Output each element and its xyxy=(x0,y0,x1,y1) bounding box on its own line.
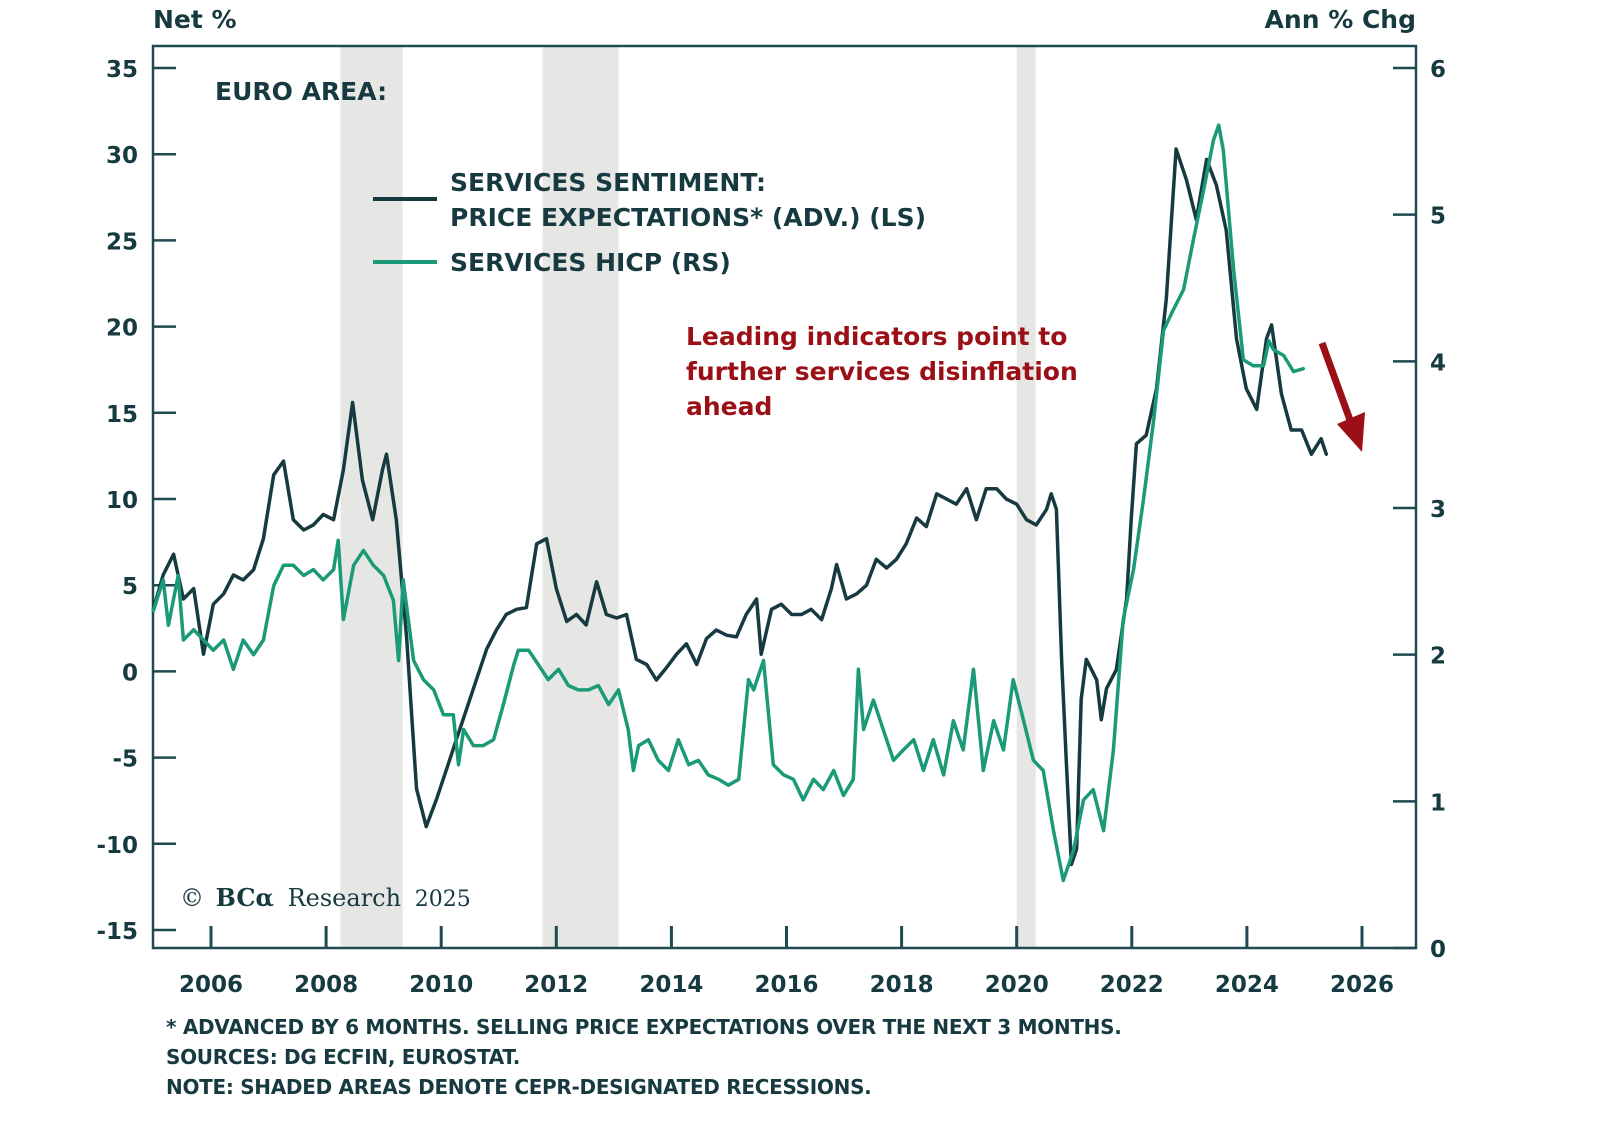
region-label: EURO AREA: xyxy=(215,77,387,106)
annotation-line-2: further services disinflation xyxy=(686,357,1078,386)
annotation: Leading indicators point to further serv… xyxy=(686,322,1365,452)
left-tick-label: 25 xyxy=(106,229,138,255)
right-axis-title: Ann % Chg xyxy=(1265,5,1416,34)
legend-label-hicp: SERVICES HICP (RS) xyxy=(450,248,731,277)
annotation-line-1: Leading indicators point to xyxy=(686,322,1067,351)
x-tick-label: 2024 xyxy=(1215,972,1279,998)
x-tick-label: 2020 xyxy=(985,972,1049,998)
left-tick-label: -10 xyxy=(96,833,138,859)
x-tick-label: 2018 xyxy=(870,972,934,998)
series-layer xyxy=(151,123,1329,883)
left-tick-label: 0 xyxy=(122,660,138,686)
copyright-text: Research xyxy=(288,884,401,912)
left-axis: 35 30 25 20 15 10 5 0 -5 -10 -15 xyxy=(96,57,176,945)
left-tick-label: 15 xyxy=(106,402,138,428)
x-tick-label: 2014 xyxy=(639,972,703,998)
x-tick-label: 2008 xyxy=(294,972,358,998)
right-tick-label: 4 xyxy=(1430,350,1446,376)
down-arrow-icon xyxy=(1318,341,1365,452)
x-tick-label: 2010 xyxy=(409,972,473,998)
footnotes: * ADVANCED BY 6 MONTHS. SELLING PRICE EX… xyxy=(166,1012,1122,1102)
right-tick-label: 1 xyxy=(1430,790,1446,816)
left-tick-label: 35 xyxy=(106,57,138,83)
copyright-year: 2025 xyxy=(415,887,471,912)
left-tick-label: 20 xyxy=(106,316,138,342)
recession-band xyxy=(1016,46,1036,948)
footnote-advanced: * ADVANCED BY 6 MONTHS. SELLING PRICE EX… xyxy=(166,1015,1122,1039)
x-tick-label: 2012 xyxy=(524,972,588,998)
x-tick-label: 2016 xyxy=(754,972,818,998)
left-tick-label: 5 xyxy=(122,574,138,600)
annotation-line-3: ahead xyxy=(686,392,772,421)
copyright: © BCα Research 2025 xyxy=(180,883,471,912)
left-axis-title: Net % xyxy=(153,5,237,34)
right-tick-label: 0 xyxy=(1430,937,1446,963)
legend: SERVICES SENTIMENT: PRICE EXPECTATIONS* … xyxy=(373,168,926,277)
right-tick-label: 6 xyxy=(1430,57,1446,83)
x-tick-label: 2026 xyxy=(1330,972,1394,998)
legend-label-sentiment-line1: SERVICES SENTIMENT: xyxy=(450,168,766,197)
right-tick-label: 2 xyxy=(1430,644,1446,670)
copyright-symbol: © xyxy=(180,884,204,912)
footnote-sources: SOURCES: DG ECFIN, EUROSTAT. xyxy=(166,1045,521,1069)
right-tick-label: 3 xyxy=(1430,497,1446,523)
left-tick-label: 30 xyxy=(106,143,138,169)
left-tick-label: -15 xyxy=(96,919,138,945)
left-tick-label: -5 xyxy=(112,747,138,773)
legend-label-sentiment-line2: PRICE EXPECTATIONS* (ADV.) (LS) xyxy=(450,203,926,232)
series-line-hicp xyxy=(151,123,1306,883)
right-axis: 6 5 4 3 2 1 0 xyxy=(1393,57,1446,963)
series-line-sentiment xyxy=(151,147,1329,867)
x-tick-label: 2022 xyxy=(1100,972,1164,998)
plot-frame xyxy=(151,44,1418,950)
copyright-brand: BCα xyxy=(216,883,274,912)
x-tick-label: 2006 xyxy=(179,972,243,998)
x-axis: 2006 2008 2010 2012 2014 2016 2018 2020 2022 2024… xyxy=(179,926,1394,998)
recession-band xyxy=(542,46,619,948)
right-tick-label: 5 xyxy=(1430,204,1446,230)
left-tick-label: 10 xyxy=(106,488,138,514)
footnote-note: NOTE: SHADED AREAS DENOTE CEPR-DESIGNATE… xyxy=(166,1075,872,1099)
